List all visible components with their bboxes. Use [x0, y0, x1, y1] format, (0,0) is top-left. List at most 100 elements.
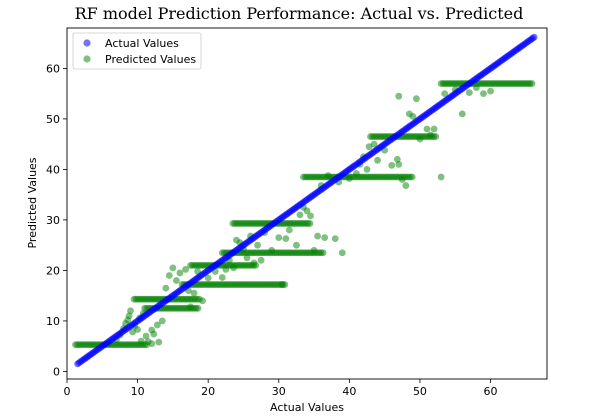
y-tick-label: 10 — [46, 315, 60, 328]
y-axis: 0 10 20 30 40 50 60 — [46, 62, 67, 378]
legend-marker-predicted — [83, 55, 91, 63]
predicted-point — [374, 156, 381, 164]
predicted-point — [458, 110, 466, 118]
predicted-point — [353, 170, 360, 177]
predicted-point — [285, 226, 293, 234]
x-tick-label: 30 — [272, 385, 286, 398]
predicted-point — [388, 161, 396, 169]
y-tick-label: 20 — [46, 264, 60, 277]
series-predicted-values — [72, 80, 536, 349]
plot-area — [72, 33, 538, 368]
predicted-point — [293, 241, 300, 249]
predicted-point — [528, 80, 536, 87]
x-axis: 0 10 20 30 40 50 60 — [64, 379, 498, 398]
predicted-point — [268, 246, 276, 254]
predicted-point — [310, 246, 318, 254]
actual-point — [530, 33, 538, 41]
x-tick-label: 20 — [201, 385, 215, 398]
predicted-point — [409, 112, 417, 120]
x-tick-label: 0 — [64, 385, 71, 398]
predicted-point — [254, 241, 261, 249]
predicted-point — [398, 176, 406, 183]
predicted-point — [402, 182, 410, 189]
legend: Actual Values Predicted Values — [72, 32, 202, 70]
predicted-point — [250, 259, 258, 267]
predicted-point — [218, 274, 226, 281]
predicted-point — [306, 220, 314, 227]
predicted-point — [190, 289, 198, 297]
predicted-point — [296, 211, 304, 219]
y-tick-label: 30 — [46, 214, 60, 227]
y-tick-label: 40 — [46, 163, 60, 176]
predicted-point — [142, 332, 150, 340]
y-axis-label: Predicted Values — [26, 157, 39, 248]
predicted-point — [416, 135, 424, 143]
predicted-point — [363, 166, 371, 173]
predicted-point — [194, 304, 202, 312]
predicted-point — [321, 234, 329, 241]
predicted-point — [408, 173, 416, 181]
series-actual-values — [74, 33, 538, 368]
predicted-point — [278, 281, 286, 288]
legend-marker-actual — [83, 39, 91, 47]
predicted-point — [307, 212, 314, 220]
predicted-point — [155, 338, 163, 346]
predicted-point — [430, 125, 438, 133]
predicted-point — [432, 133, 440, 140]
y-tick-label: 0 — [53, 365, 60, 378]
predicted-point — [199, 297, 206, 305]
x-tick-label: 50 — [413, 385, 427, 398]
chart-title: RF model Prediction Performance: Actual … — [75, 4, 524, 23]
predicted-point — [465, 89, 473, 97]
predicted-point — [314, 232, 321, 240]
predicted-point — [144, 338, 152, 346]
predicted-point — [187, 303, 194, 311]
predicted-point — [370, 140, 378, 148]
predicted-point — [150, 330, 158, 338]
predicted-point — [275, 234, 283, 241]
predicted-point — [243, 254, 251, 262]
x-tick-label: 10 — [131, 385, 145, 398]
y-tick-label: 60 — [46, 62, 60, 75]
predicted-point — [487, 87, 494, 95]
predicted-point — [413, 95, 420, 103]
predicted-point — [162, 284, 170, 292]
predicted-point — [137, 337, 145, 345]
predicted-point — [134, 326, 141, 333]
predicted-point — [127, 307, 134, 315]
legend-box — [72, 32, 202, 70]
legend-label-actual: Actual Values — [105, 37, 179, 50]
predicted-point — [395, 160, 403, 168]
predicted-point — [395, 92, 403, 100]
x-tick-label: 60 — [484, 385, 498, 398]
predicted-point — [303, 207, 311, 215]
legend-label-predicted: Predicted Values — [105, 53, 196, 66]
predicted-point — [204, 274, 212, 282]
predicted-point — [324, 172, 332, 179]
predicted-point — [153, 321, 161, 329]
plot-frame — [66, 27, 548, 380]
predicted-point — [282, 235, 290, 243]
predicted-point — [169, 264, 177, 272]
predicted-point — [437, 173, 445, 181]
predicted-point — [331, 235, 339, 243]
predicted-point — [222, 266, 230, 273]
predicted-point — [257, 256, 265, 264]
x-tick-label: 40 — [342, 385, 356, 398]
predicted-point — [473, 84, 480, 91]
y-tick-label: 50 — [46, 113, 60, 126]
x-axis-label: Actual Values — [270, 401, 344, 414]
predicted-point — [182, 266, 189, 273]
predicted-point — [173, 277, 180, 284]
predicted-point — [158, 317, 166, 325]
predicted-point — [345, 175, 353, 182]
predicted-point — [423, 125, 431, 133]
predicted-point — [427, 131, 434, 139]
predicted-point — [338, 249, 346, 257]
predicted-point — [230, 264, 237, 272]
predicted-point — [319, 249, 327, 257]
predicted-point — [165, 272, 173, 279]
predicted-point — [441, 90, 449, 98]
predicted-point — [176, 269, 184, 277]
